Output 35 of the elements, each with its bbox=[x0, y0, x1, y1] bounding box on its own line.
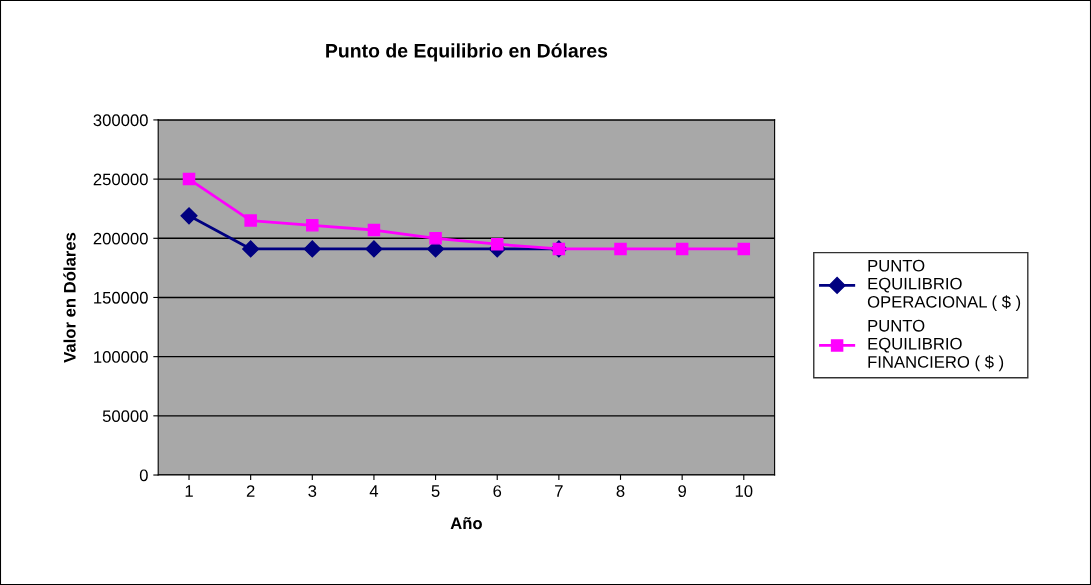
x-tick-label: 1 bbox=[185, 485, 193, 497]
x-tick-label: 4 bbox=[369, 485, 379, 497]
x-axis-title: Año bbox=[450, 517, 482, 530]
point bbox=[242, 240, 260, 258]
point bbox=[303, 240, 321, 258]
point bbox=[182, 172, 196, 186]
x-tick-label: 3 bbox=[308, 485, 317, 497]
y-tick-label: 100000 bbox=[94, 351, 148, 363]
point bbox=[614, 242, 627, 256]
y-tick-label: 300000 bbox=[93, 114, 148, 127]
y-tick-label: 50000 bbox=[102, 410, 148, 423]
x-tick-label: 2 bbox=[246, 485, 255, 497]
x-tick-label: 6 bbox=[493, 485, 502, 497]
point bbox=[365, 240, 383, 258]
y-tick-label: 200000 bbox=[93, 232, 148, 245]
point bbox=[306, 219, 319, 232]
point bbox=[675, 242, 689, 256]
x-tick-label: 8 bbox=[616, 485, 625, 497]
x-tick-label: 9 bbox=[678, 485, 686, 497]
y-tick-label: 150000 bbox=[94, 291, 148, 304]
chart-title: Punto de Equilibrio en Dólares bbox=[326, 43, 608, 62]
y-tick-label: 0 bbox=[139, 469, 148, 482]
point bbox=[244, 214, 257, 227]
legend-label: PUNTO EQUILIBRIO OPERACIONAL ( $ ) bbox=[867, 259, 1021, 312]
point bbox=[490, 237, 504, 251]
legend-label: PUNTO EQUILIBRIO FINANCIERO ( $ ) bbox=[868, 319, 1004, 372]
point bbox=[737, 242, 751, 256]
point bbox=[367, 223, 381, 237]
point bbox=[180, 207, 198, 225]
x-tick-label: 10 bbox=[735, 485, 753, 497]
x-tick-label: 5 bbox=[431, 485, 440, 497]
x-tick-label: 7 bbox=[555, 485, 563, 497]
y-axis-title: Valor en Dólares bbox=[63, 232, 76, 363]
point bbox=[429, 232, 442, 245]
y-tick-label: 250000 bbox=[93, 173, 148, 186]
